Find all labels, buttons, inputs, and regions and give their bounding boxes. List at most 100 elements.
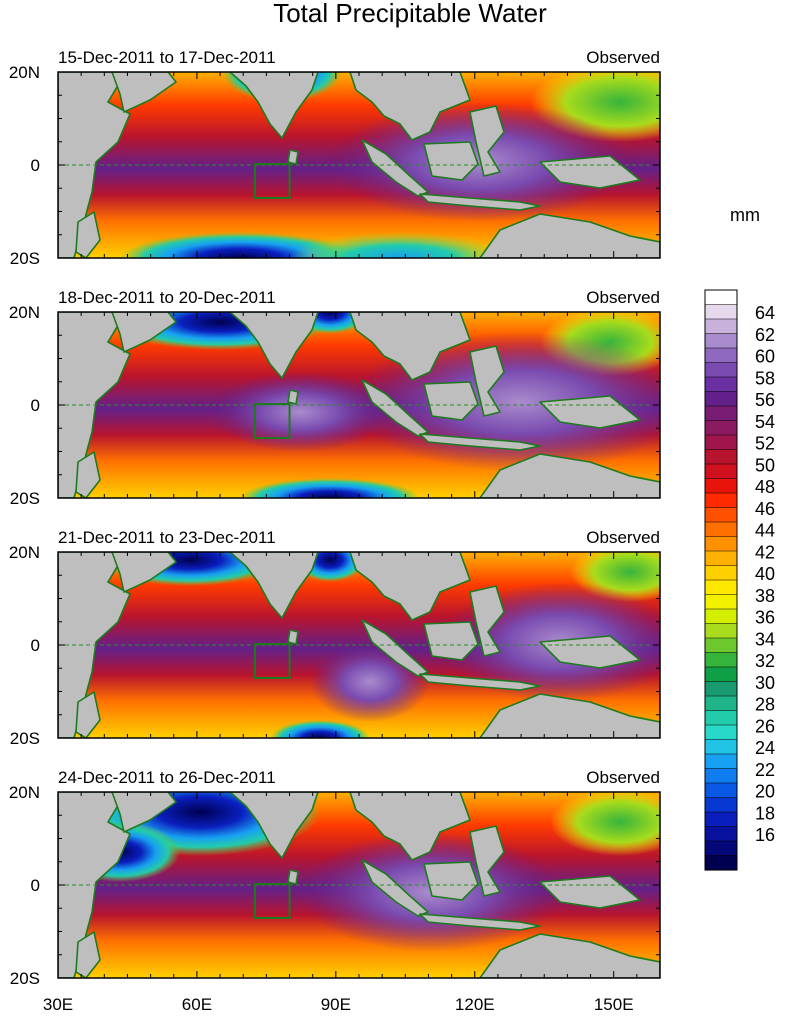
colorbar-swatch [704, 318, 738, 335]
colorbar-swatch [704, 333, 738, 349]
colorbar-swatch [704, 362, 738, 378]
colorbar-swatch [704, 637, 738, 654]
map-panels: 15-Dec-2011 to 17-Dec-2011 Observed 20N 0 20… [9, 48, 661, 988]
colorbar-frame [704, 289, 738, 871]
landmass [58, 72, 660, 258]
colorbar-label: 24 [755, 738, 775, 758]
colorbar-swatch [704, 550, 738, 567]
lon-label: 150E [594, 995, 634, 1014]
colorbar-label: 16 [755, 825, 775, 845]
colorbar-swatch [704, 811, 738, 828]
colorbar-swatch [704, 463, 738, 480]
colorbar-swatch [704, 753, 738, 770]
colorbar-swatch [704, 695, 738, 712]
panel-status: Observed [586, 288, 660, 307]
colorbar-swatch [704, 739, 738, 755]
panel-date-range: 21-Dec-2011 to 23-Dec-2011 [58, 528, 276, 547]
water-vapor-field [58, 792, 660, 978]
colorbar-swatch [704, 478, 738, 494]
lon-label: 90E [321, 995, 351, 1014]
colorbar-swatch [704, 536, 738, 552]
colorbar-label: 34 [755, 629, 775, 649]
lat-label: 0 [31, 876, 40, 895]
colorbar-label: 28 [755, 695, 775, 715]
lat-label: 20N [9, 63, 40, 82]
map-panel: 21-Dec-2011 to 23-Dec-2011 Observed 20N 0 20… [9, 528, 661, 748]
colorbar-swatch [704, 391, 738, 407]
colorbar-label: 32 [755, 651, 775, 671]
colorbar-swatch [704, 681, 738, 697]
colorbar-label: 56 [755, 390, 775, 410]
colorbar-label: 22 [755, 760, 775, 780]
colorbar-label: 36 [755, 608, 775, 628]
colorbar-swatch [704, 347, 738, 364]
colorbar-swatch [704, 405, 738, 422]
panel-date-range: 18-Dec-2011 to 20-Dec-2011 [58, 288, 276, 307]
panel-status: Observed [586, 528, 660, 547]
colorbar-swatch [704, 826, 738, 842]
colorbar-swatch [704, 724, 738, 741]
colorbar-swatch [704, 289, 738, 306]
colorbar-swatch [704, 782, 738, 799]
colorbar-label: 62 [755, 325, 775, 345]
colorbar: 6462605856545250484644424038363432302826… [704, 289, 775, 871]
panel-status: Observed [586, 768, 660, 787]
study-region-box [253, 643, 291, 679]
map-panel: 24-Dec-2011 to 26-Dec-2011 Observed 20N 0 20… [9, 768, 661, 988]
colorbar-swatch [704, 565, 738, 581]
colorbar-swatch [704, 666, 738, 683]
colorbar-swatch [704, 855, 738, 871]
colorbar-swatch [704, 710, 738, 726]
colorbar-swatch [704, 840, 738, 857]
landmass [58, 792, 660, 978]
study-region-box [253, 163, 291, 199]
lat-label: 0 [31, 156, 40, 175]
colorbar-label: 20 [755, 782, 775, 802]
lat-label: 20S [10, 249, 40, 268]
lon-label: 60E [182, 995, 212, 1014]
study-region-box [253, 883, 291, 919]
colorbar-swatch [704, 594, 738, 610]
water-vapor-field [58, 312, 660, 498]
lon-label: 120E [455, 995, 495, 1014]
colorbar-swatch [704, 521, 738, 538]
lat-label: 20S [10, 969, 40, 988]
lat-label: 20N [9, 783, 40, 802]
panel-date-range: 15-Dec-2011 to 17-Dec-2011 [58, 48, 276, 67]
colorbar-swatch [704, 608, 738, 625]
colorbar-swatch [704, 579, 738, 596]
lat-label: 20S [10, 489, 40, 508]
colorbar-label: 44 [755, 521, 775, 541]
colorbar-swatch [704, 623, 738, 639]
water-vapor-field [58, 72, 660, 258]
colorbar-label: 18 [755, 803, 775, 823]
colorbar-label: 52 [755, 434, 775, 454]
colorbar-swatch [704, 797, 738, 813]
colorbar-label: 42 [755, 542, 775, 562]
colorbar-label: 40 [755, 564, 775, 584]
colorbar-swatch [704, 376, 738, 393]
units-label: mm [730, 205, 760, 225]
colorbar-label: 54 [755, 412, 775, 432]
colorbar-swatch [704, 492, 738, 509]
colorbar-label: 64 [755, 303, 775, 323]
longitude-axis: 30E 60E 90E 120E 150E [43, 995, 634, 1014]
figure-title: Total Precipitable Water [273, 0, 547, 28]
colorbar-swatch [704, 507, 738, 523]
colorbar-label: 50 [755, 455, 775, 475]
lat-label: 20N [9, 303, 40, 322]
map-panel: 15-Dec-2011 to 17-Dec-2011 Observed 20N 0 20… [9, 48, 661, 268]
colorbar-swatch [704, 652, 738, 668]
colorbar-swatch [704, 434, 738, 451]
colorbar-label: 26 [755, 716, 775, 736]
colorbar-swatch [704, 420, 738, 436]
colorbar-label: 38 [755, 586, 775, 606]
colorbar-label: 60 [755, 347, 775, 367]
colorbar-swatch [704, 449, 738, 465]
lat-label: 20S [10, 729, 40, 748]
lat-label: 0 [31, 636, 40, 655]
lat-label: 0 [31, 396, 40, 415]
colorbar-swatch [704, 768, 738, 784]
panel-status: Observed [586, 48, 660, 67]
